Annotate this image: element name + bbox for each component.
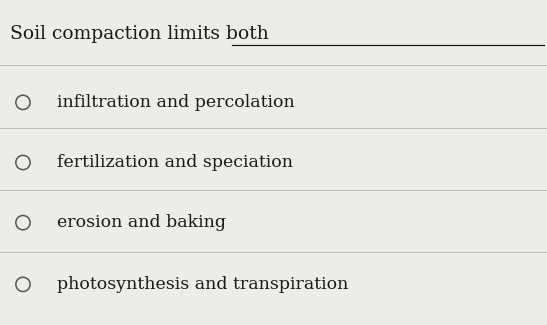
- Text: photosynthesis and transpiration: photosynthesis and transpiration: [57, 276, 349, 293]
- Text: infiltration and percolation: infiltration and percolation: [57, 94, 295, 111]
- Text: Soil compaction limits both: Soil compaction limits both: [10, 25, 269, 43]
- Text: fertilization and speciation: fertilization and speciation: [57, 154, 293, 171]
- Text: erosion and baking: erosion and baking: [57, 214, 226, 231]
